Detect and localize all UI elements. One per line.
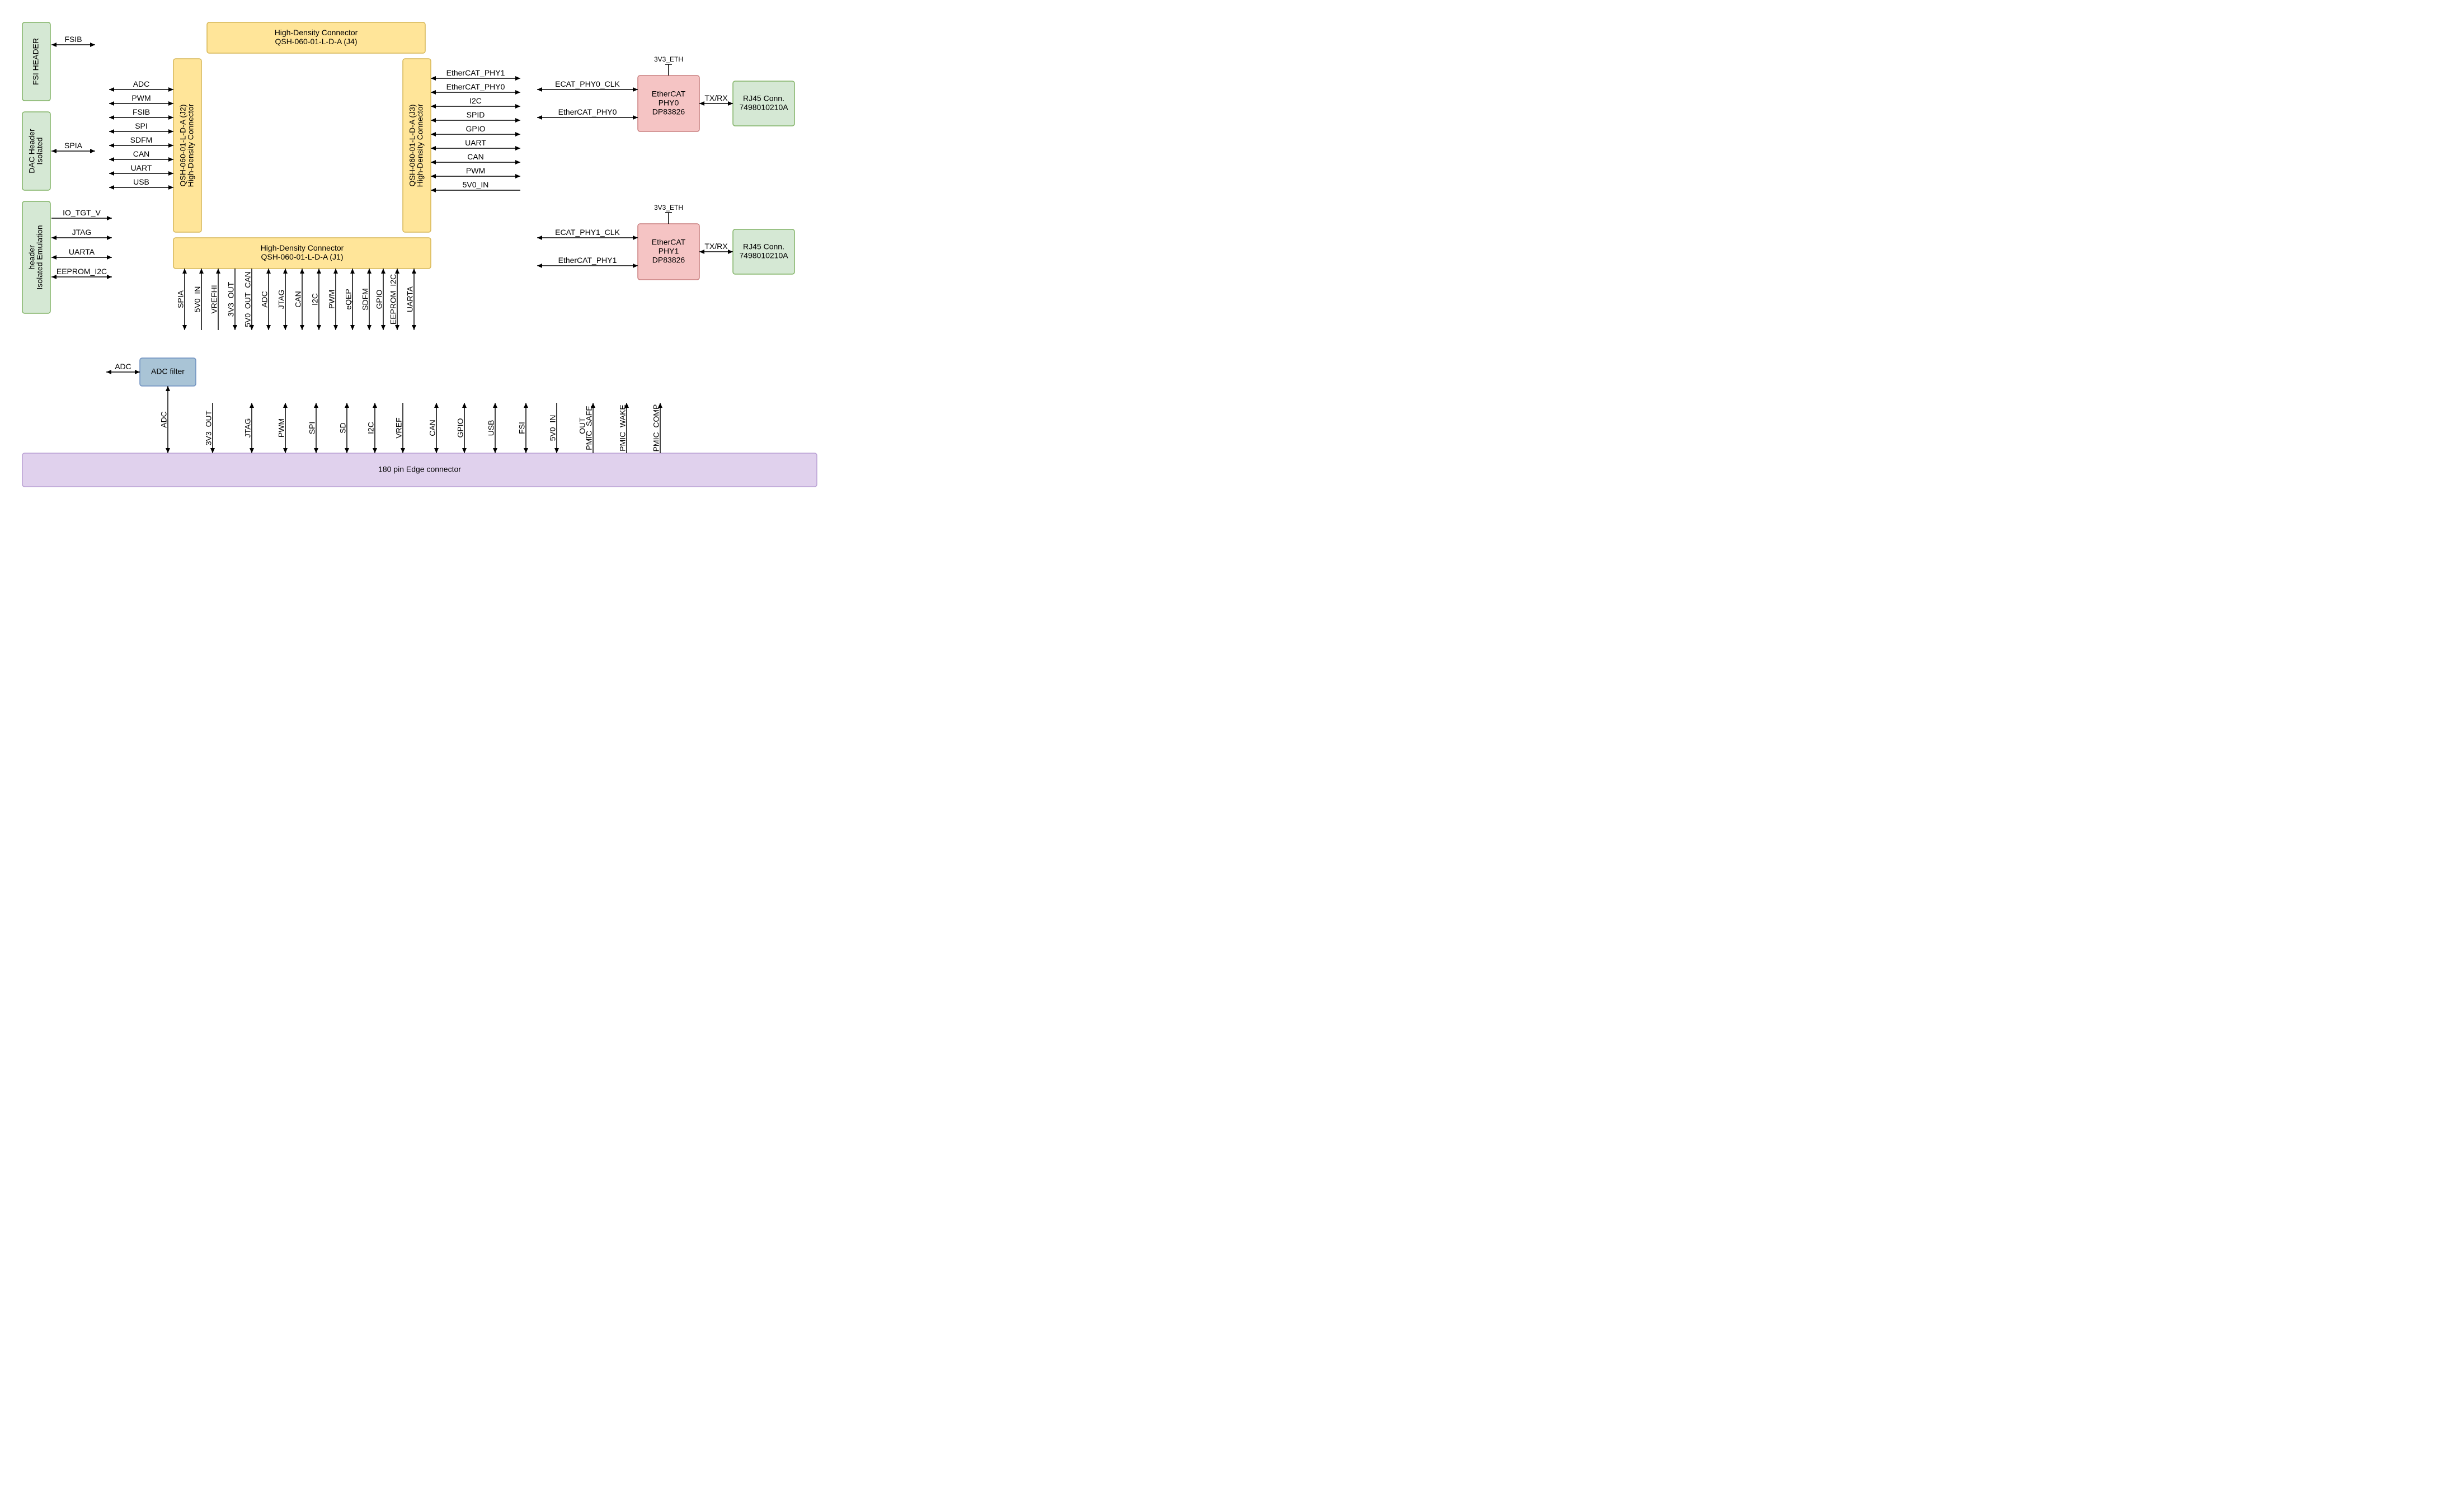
signal-label-j2_left-4: SDFM <box>130 135 153 144</box>
signal-label-j3_right-0: EtherCAT_PHY1 <box>446 68 505 77</box>
block-label-dac_header: DAC Header <box>27 129 36 173</box>
signal-label-edge_up-5: SD <box>338 422 347 433</box>
signal-label-edge_up-3: PWM <box>277 418 286 437</box>
block-label-j1: QSH-060-01-L-D-A (J1) <box>261 252 343 261</box>
signal-label-j3_right-3: SPID <box>467 110 485 119</box>
block-diagram: FSI HEADER IsolatedDAC Header Isolated Emu… <box>11 11 2453 515</box>
signal-label-j3_right-5: UART <box>465 138 486 147</box>
signal-label-fsi_side-0: FSIB <box>64 35 82 44</box>
block-label-adc_filter: ADC filter <box>151 367 185 376</box>
block-label-phy1: DP83826 <box>652 256 685 265</box>
signal-label-phy0_right-0: TX/RX <box>704 93 728 102</box>
signal-label-j1_down-2: VREFHI <box>210 285 219 313</box>
signal-label-j3_right-6: CAN <box>467 152 484 161</box>
signal-label-phy0_left-1: EtherCAT_PHY0 <box>558 107 617 116</box>
block-label-phy0: EtherCAT <box>652 90 686 98</box>
signal-label-edge_up-7: VREF <box>394 417 403 438</box>
block-label-phy1: EtherCAT <box>652 238 686 247</box>
block-label-edge: 180 pin Edge connector <box>378 465 461 474</box>
signal-label-j2_left-7: USB <box>133 177 149 186</box>
signal-label-edge_up-8: CAN <box>428 420 437 436</box>
signal-label-phy0_left-0: ECAT_PHY0_CLK <box>555 79 620 88</box>
signal-label-j1_down-0: SPIA <box>176 290 185 308</box>
block-label-j1: High-Density Connector <box>261 243 344 252</box>
signal-label-j1_down-6: JTAG <box>277 290 286 309</box>
signal-label-phy1_right-0: TX/RX <box>704 242 728 251</box>
block-label-rj45_1: RJ45 Conn. <box>743 242 784 251</box>
block-label-j3: High-Density Connector <box>416 103 425 187</box>
block-label-phy0: DP83826 <box>652 107 685 116</box>
signal-label-j1_down-3: 3V3_OUT <box>227 281 236 317</box>
signal-label-phy1_left-1: EtherCAT_PHY1 <box>558 256 617 265</box>
signal-label-j3_right-7: PWM <box>466 166 485 175</box>
block-label-emu_header: header <box>27 245 36 270</box>
block-label-j3: QSH-060-01-L-D-A (J3) <box>408 104 417 186</box>
signal-label-edge_up-14: PMIC_WAKE <box>618 404 627 451</box>
signal-label-j2_left-0: ADC <box>133 79 150 88</box>
signal-label-j1_down-13: EEPROM_I2C <box>389 274 398 324</box>
signal-label-edge_up-15: PMIC_COMP <box>652 404 661 452</box>
signal-label-j2_left-1: PWM <box>131 93 151 102</box>
signal-label-j1_down-12: GPIO <box>375 289 384 309</box>
block-label-j4: QSH-060-01-L-D-A (J4) <box>275 37 357 46</box>
signal-label-j2_left-3: SPI <box>135 121 148 130</box>
signal-label-edge_up-10: USB <box>487 420 496 436</box>
block-label-phy1: PHY1 <box>659 247 679 256</box>
signal-label-j1_down-10: eQEP <box>344 289 353 309</box>
signal-label-edge_up-4: SPI <box>308 422 317 435</box>
block-label-dac_header: Isolated <box>35 137 44 164</box>
signal-label-dac_side-0: SPIA <box>64 141 83 150</box>
signal-label-edge_up-6: I2C <box>366 422 375 434</box>
block-label-fsi_header: FSI HEADER <box>31 38 40 85</box>
signal-label-j1_down-7: CAN <box>294 291 303 308</box>
signal-label-emu_side-1: JTAG <box>72 228 92 237</box>
signal-label-j3_right-1: EtherCAT_PHY0 <box>446 82 505 91</box>
signal-label-emu_side-3: EEPROM_I2C <box>57 267 107 276</box>
signal-label-edge_up-0: ADC <box>159 411 168 428</box>
signal-label-edge_up-13: _OUT <box>578 417 587 439</box>
signal-label-j1_down-8: I2C <box>311 293 319 305</box>
signal-label-emu_side-2: UARTA <box>69 247 95 256</box>
block-label-j4: High-Density Connector <box>275 28 358 37</box>
signal-label-j1_down-4: 5V0_OUT_CAN <box>243 271 252 327</box>
block-label-j2: QSH-060-01-L-D-A (J2) <box>178 104 187 186</box>
block-label-j2: High-Density Connector <box>186 103 195 187</box>
signal-label-j1_down-9: PWM <box>327 290 336 309</box>
power-label-phy0_top-0: 3V3_ETH <box>654 55 683 63</box>
signal-label-j2_left-6: UART <box>131 163 152 172</box>
block-label-phy0: PHY0 <box>659 98 679 107</box>
signal-label-edge_up-2: JTAG <box>243 418 252 438</box>
signal-label-emu_side-0: IO_TGT_V <box>63 208 101 217</box>
power-label-phy1_top-0: 3V3_ETH <box>654 204 683 211</box>
signal-label-j1_down-5: ADC <box>260 291 269 308</box>
signal-label-j1_down-14: UARTA <box>406 286 415 312</box>
block-label-rj45_1: 7498010210A <box>739 251 788 260</box>
signal-label-edge_up-9: GPIO <box>456 418 465 437</box>
signal-label-j3_right-4: GPIO <box>465 124 485 133</box>
signal-label-j2_left-2: FSIB <box>133 107 150 116</box>
signal-label-j1_down-1: 5V0_IN <box>193 286 202 313</box>
signal-label-edge_up-1: 3V3_OUT <box>204 410 213 445</box>
signal-label-j3_right-2: I2C <box>469 96 482 105</box>
signal-label-j1_down-11: SDFM <box>361 288 370 310</box>
signal-label-j3_right-8: 5V0_IN <box>463 180 489 189</box>
block-label-emu_header: Isolated Emulation <box>35 225 44 289</box>
signal-label-edge_up-11: FSI <box>518 422 526 434</box>
block-label-rj45_0: 7498010210A <box>739 103 788 112</box>
signal-label-phy1_left-0: ECAT_PHY1_CLK <box>555 228 620 237</box>
signal-label-adc_filter_left-0: ADC <box>115 362 131 371</box>
signal-label-edge_up-12: 5V0_IN <box>548 415 557 441</box>
block-label-rj45_0: RJ45 Conn. <box>743 94 784 103</box>
signal-label-j2_left-5: CAN <box>133 149 150 158</box>
